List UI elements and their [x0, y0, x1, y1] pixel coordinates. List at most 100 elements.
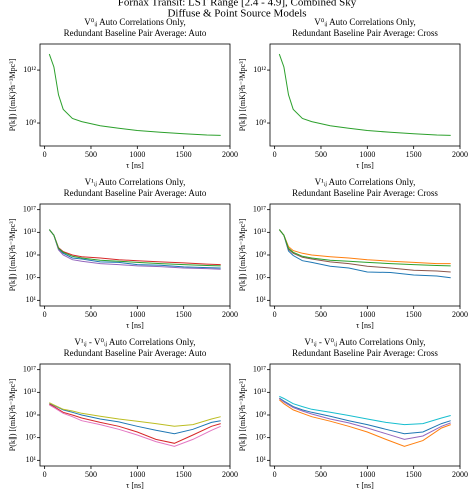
series-line [48, 229, 221, 266]
x-tick-label: 2000 [452, 470, 468, 479]
x-tick-label: 1500 [176, 470, 192, 479]
y-tick-label: 10¹ [256, 295, 267, 304]
figure-subtitle: Diffuse & Point Source Models [167, 8, 306, 20]
x-tick-label: 1000 [359, 470, 375, 479]
y-tick-label: 10⁹ [255, 250, 266, 259]
x-tick-label: 2000 [452, 150, 468, 159]
x-tick-label: 1500 [176, 310, 192, 319]
plot-frame [269, 363, 461, 467]
y-tick-label: 10⁹ [25, 410, 36, 419]
series-line [278, 53, 451, 136]
x-tick-label: 1000 [359, 150, 375, 159]
panel-title: V¹ᵢⱼ Auto Correlations Only, [85, 177, 186, 187]
y-tick-label: 10⁵ [25, 272, 36, 281]
panel-subtitle: Redundant Baseline Pair Average: Auto [64, 28, 207, 38]
x-axis-label: τ [ns] [126, 481, 144, 490]
x-tick-label: 500 [315, 150, 327, 159]
panel-subtitle: Redundant Baseline Pair Average: Cross [292, 348, 438, 358]
series-line [278, 229, 451, 273]
panel-title: V¹ᵢⱼ - V⁰ᵢⱼ Auto Correlations Only, [74, 337, 195, 347]
panel-title: V⁰ᵢⱼ Auto Correlations Only, [314, 17, 416, 27]
y-tick-label: 10¹⁷ [253, 364, 266, 373]
series-line [48, 229, 221, 267]
x-tick-label: 2000 [222, 470, 238, 479]
y-tick-label: 10¹ [256, 455, 267, 464]
panel-title: V¹ᵢⱼ - V⁰ᵢⱼ Auto Correlations Only, [304, 337, 425, 347]
y-tick-label: 10¹³ [23, 387, 36, 396]
panel-title: V¹ᵢⱼ Auto Correlations Only, [315, 177, 416, 187]
x-axis-label: τ [ns] [126, 321, 144, 330]
x-tick-label: 1500 [406, 310, 422, 319]
x-tick-label: 1000 [359, 310, 375, 319]
x-tick-label: 2000 [222, 310, 238, 319]
series-line [48, 53, 221, 136]
x-tick-label: 1500 [176, 150, 192, 159]
y-tick-label: 10⁹ [255, 118, 266, 127]
y-tick-label: 10¹³ [253, 387, 266, 396]
y-tick-label: 10⁹ [25, 250, 36, 259]
plot-frame [39, 43, 231, 147]
series-line [49, 403, 221, 444]
y-tick-label: 10¹ [26, 455, 37, 464]
x-tick-label: 1000 [129, 470, 145, 479]
x-tick-label: 1000 [129, 150, 145, 159]
plot-frame [269, 43, 461, 147]
panel-subtitle: Redundant Baseline Pair Average: Auto [64, 348, 207, 358]
y-tick-label: 10¹⁷ [23, 204, 36, 213]
y-axis-label: P(k∥) [(mK)²h⁻³Mpc³] [238, 218, 247, 291]
x-tick-label: 0 [273, 470, 277, 479]
y-tick-label: 10¹⁷ [23, 364, 36, 373]
y-tick-label: 10⁵ [255, 432, 266, 441]
x-axis-label: τ [ns] [356, 321, 374, 330]
y-axis-label: P(k∥) [(mK)²h⁻³Mpc³] [238, 378, 247, 451]
y-axis-label: P(k∥) [(mK)²h⁻³Mpc³] [8, 378, 17, 451]
panel-subtitle: Redundant Baseline Pair Average: Cross [292, 28, 438, 38]
x-tick-label: 0 [43, 310, 47, 319]
figure-title: Fornax Transit: LST Range [2.4 - 4.9], C… [118, 0, 357, 9]
series-line [49, 404, 221, 447]
x-tick-label: 500 [315, 310, 327, 319]
x-axis-label: τ [ns] [126, 161, 144, 170]
series-line [49, 403, 221, 435]
x-tick-label: 0 [43, 150, 47, 159]
x-tick-label: 500 [85, 310, 97, 319]
y-tick-label: 10⁵ [25, 432, 36, 441]
series-line [278, 399, 451, 447]
y-tick-label: 10⁹ [25, 118, 36, 127]
x-tick-label: 1500 [406, 150, 422, 159]
y-axis-label: P(k∥) [(mK)²h⁻³Mpc³] [8, 58, 17, 131]
x-tick-label: 1500 [406, 470, 422, 479]
y-tick-label: 10¹³ [253, 227, 266, 236]
y-tick-label: 10¹⁷ [253, 204, 266, 213]
panel-subtitle: Redundant Baseline Pair Average: Cross [292, 188, 438, 198]
x-tick-label: 2000 [222, 150, 238, 159]
x-tick-label: 2000 [452, 310, 468, 319]
x-tick-label: 500 [85, 470, 97, 479]
series-line [49, 402, 221, 427]
x-tick-label: 0 [273, 310, 277, 319]
y-tick-label: 10⁹ [255, 410, 266, 419]
series-line [278, 229, 451, 267]
x-axis-label: τ [ns] [356, 481, 374, 490]
x-tick-label: 0 [273, 150, 277, 159]
series-line [278, 229, 451, 265]
series-line [48, 229, 221, 270]
x-axis-label: τ [ns] [356, 161, 374, 170]
series-line [279, 395, 451, 426]
y-tick-label: 10⁵ [255, 272, 266, 281]
panel-subtitle: Redundant Baseline Pair Average: Auto [64, 188, 207, 198]
series-line [278, 229, 451, 279]
y-tick-label: 10¹² [253, 65, 266, 74]
y-tick-label: 10¹² [23, 65, 36, 74]
x-tick-label: 500 [85, 150, 97, 159]
series-line [279, 397, 451, 435]
series-line [278, 398, 451, 440]
y-axis-label: P(k∥) [(mK)²h⁻³Mpc³] [238, 58, 247, 131]
x-tick-label: 0 [43, 470, 47, 479]
y-tick-label: 10¹³ [23, 227, 36, 236]
y-axis-label: P(k∥) [(mK)²h⁻³Mpc³] [8, 218, 17, 291]
x-tick-label: 1000 [129, 310, 145, 319]
panel-title: V⁰ᵢⱼ Auto Correlations Only, [84, 17, 186, 27]
x-tick-label: 500 [315, 470, 327, 479]
